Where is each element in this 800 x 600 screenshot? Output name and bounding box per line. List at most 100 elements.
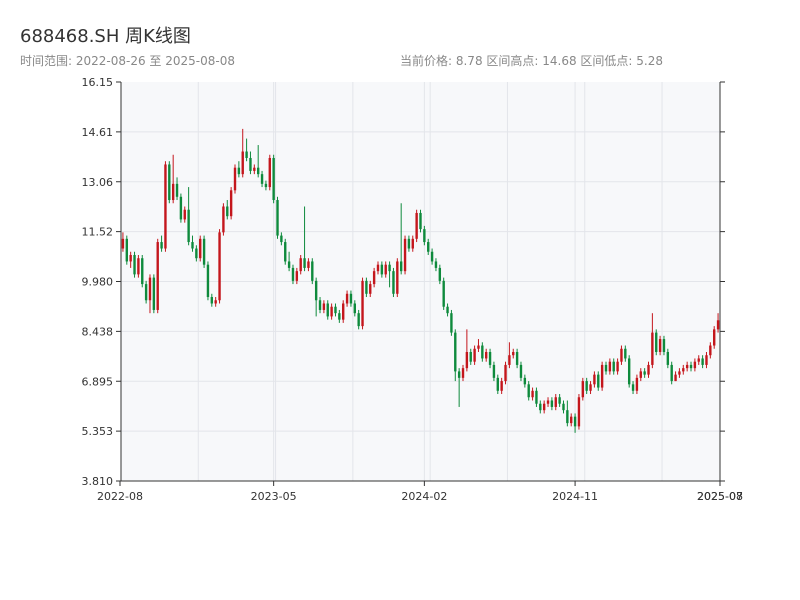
- candle-body: [709, 345, 712, 356]
- candle-body: [125, 238, 128, 262]
- candle-body: [713, 329, 716, 346]
- candle-body: [705, 355, 708, 365]
- candle-body: [268, 157, 271, 188]
- candle-body: [349, 293, 353, 304]
- candle-body: [600, 364, 604, 388]
- candle-body: [604, 364, 608, 372]
- candle-body: [542, 403, 546, 411]
- candle-body: [318, 300, 322, 310]
- candle-body: [515, 351, 519, 365]
- price-stats-text: 当前价格: 8.78 区间高点: 14.68 区间低点: 5.28: [400, 54, 663, 68]
- candle-body: [372, 271, 376, 285]
- candle-body: [519, 364, 523, 378]
- candle-body: [183, 209, 186, 220]
- candle-body: [531, 390, 534, 398]
- candle-body: [558, 397, 561, 404]
- candle-body: [616, 361, 619, 372]
- candle-body: [272, 157, 275, 201]
- candle-body: [256, 167, 260, 175]
- candle-body: [457, 371, 461, 378]
- y-tick-label: 16.15: [82, 76, 114, 89]
- candle-body: [137, 258, 140, 275]
- candle-body: [322, 303, 326, 310]
- candle-body: [581, 381, 585, 398]
- candle-body: [260, 174, 264, 184]
- candle-body: [311, 261, 314, 281]
- candle-body: [627, 358, 631, 385]
- y-tick-label: 13.06: [82, 176, 114, 189]
- candle-body: [148, 277, 152, 301]
- candle-body: [570, 416, 573, 424]
- candle-body: [222, 206, 225, 233]
- candle-body: [195, 248, 198, 259]
- candle-body: [152, 277, 156, 310]
- candle-body: [500, 381, 503, 391]
- candle-body: [233, 167, 237, 191]
- candle-body: [419, 212, 422, 230]
- candle-body: [229, 190, 233, 217]
- x-tick-label: 2022-08: [97, 490, 143, 503]
- candle-body: [241, 151, 244, 175]
- candle-body: [399, 261, 403, 272]
- candle-body: [492, 364, 496, 378]
- x-tick-label: 2024-02: [401, 490, 447, 503]
- candle-body: [249, 157, 252, 171]
- candle-body: [577, 397, 581, 427]
- candle-body: [562, 403, 565, 411]
- y-tick-label: 14.61: [82, 126, 114, 139]
- candle-body: [655, 332, 658, 352]
- y-tick-label: 5.353: [82, 425, 114, 438]
- candle-body: [245, 151, 248, 158]
- candle-body: [187, 209, 190, 243]
- candle-body: [226, 206, 229, 217]
- candle-body: [392, 271, 395, 294]
- candle-body: [330, 306, 333, 317]
- candle-body: [295, 271, 299, 281]
- candle-body: [504, 364, 507, 382]
- candle-body: [701, 358, 704, 365]
- y-tick-label: 8.438: [82, 325, 114, 338]
- candle-body: [210, 297, 214, 304]
- candle-body: [496, 377, 499, 391]
- candle-body: [303, 258, 306, 268]
- candle-body: [670, 364, 673, 382]
- candle-body: [129, 254, 132, 262]
- candle-body: [434, 261, 438, 268]
- y-tick-label: 3.810: [82, 475, 114, 488]
- candle-body: [141, 258, 144, 285]
- candle-body: [446, 306, 449, 314]
- candle-body: [168, 164, 171, 201]
- candle-body: [164, 164, 167, 249]
- candle-body: [384, 264, 387, 275]
- candle-body: [199, 238, 202, 259]
- candle-body: [160, 242, 163, 249]
- candle-body: [508, 355, 511, 365]
- candle-body: [539, 403, 542, 411]
- candle-body: [427, 242, 430, 252]
- candle-body: [512, 351, 515, 356]
- candle-body: [647, 364, 650, 375]
- candles: [121, 128, 720, 433]
- chart-title: 688468.SH 周K线图: [20, 26, 191, 47]
- candle-body: [608, 361, 612, 372]
- candle-body: [121, 238, 125, 249]
- candle-body: [550, 400, 554, 407]
- candle-body: [376, 264, 380, 272]
- candle-body: [697, 358, 700, 362]
- candle-body: [357, 313, 360, 327]
- candle-body: [334, 306, 337, 314]
- candle-body: [314, 280, 318, 301]
- candle-body: [546, 400, 550, 404]
- x-axis-ticks: 2022-08 2023-05 2024-02 2024-11 2025-072025-…: [97, 481, 743, 503]
- candle-body: [685, 364, 689, 369]
- candle-body: [662, 339, 666, 352]
- candle-body: [523, 377, 527, 385]
- candle-body: [191, 242, 194, 249]
- candle-body: [631, 384, 635, 391]
- candle-body: [430, 251, 434, 262]
- candle-body: [369, 284, 372, 294]
- y-tick-label: 11.52: [82, 226, 114, 239]
- candle-body: [666, 351, 670, 365]
- x-tick-label: 2023-05: [251, 490, 297, 503]
- x-tick-label: 2025-07: [697, 490, 743, 503]
